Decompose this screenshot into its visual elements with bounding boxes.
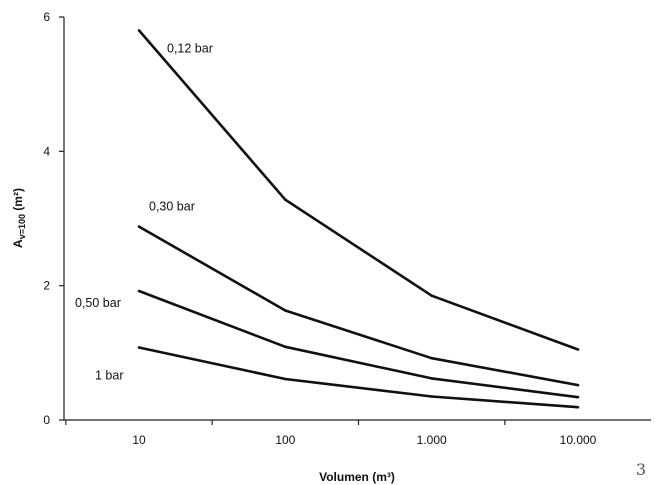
page-number: 3	[635, 460, 646, 479]
data-point	[430, 395, 433, 398]
data-point	[430, 294, 433, 298]
data-point	[576, 383, 580, 387]
x-tick-label: 10	[132, 433, 146, 447]
x-tick-label: 1.000	[417, 433, 447, 447]
data-point	[576, 395, 580, 399]
data-point	[137, 289, 141, 293]
series-label: 1 bar	[95, 368, 124, 382]
series-line	[138, 346, 579, 409]
y-tick-label: 2	[43, 279, 50, 293]
y-tick-label: 6	[43, 10, 50, 24]
data-point	[430, 356, 433, 360]
x-tick-label: 10.000	[560, 433, 597, 447]
x-ticks: 10 100 1.000 10.000	[65, 420, 597, 447]
x-axis-title: Volumen (m³)	[319, 470, 395, 484]
y-axis-title-subscript: v=100	[17, 214, 27, 239]
data-point	[284, 377, 287, 381]
y-tick-label: 4	[43, 144, 50, 158]
data-point	[284, 309, 287, 312]
y-axis-title-unit: (m²)	[11, 188, 25, 214]
data-point	[430, 377, 433, 380]
series-label: 0,12 bar	[167, 41, 213, 55]
y-axis-title: Av=100 (m²)	[11, 188, 27, 248]
series-labels: 0,12 bar 0,30 bar 0,50 bar 1 bar	[75, 41, 213, 382]
y-axis-title-main: A	[11, 239, 25, 248]
data-point	[576, 348, 580, 351]
series-label: 0,50 bar	[75, 296, 121, 310]
data-point	[137, 346, 141, 349]
data-point	[576, 405, 580, 409]
data-point	[137, 225, 141, 228]
y-ticks: 0 2 4 6	[43, 10, 64, 427]
series-group	[137, 29, 580, 409]
series-line	[138, 225, 579, 387]
axes	[63, 17, 651, 421]
data-point	[284, 198, 287, 201]
series-line	[138, 29, 579, 351]
series-label: 0,30 bar	[149, 200, 195, 214]
series-line	[138, 289, 579, 399]
y-tick-label: 0	[43, 413, 50, 427]
data-point	[284, 345, 287, 349]
x-tick-label: 100	[275, 433, 295, 447]
data-point	[137, 29, 141, 32]
